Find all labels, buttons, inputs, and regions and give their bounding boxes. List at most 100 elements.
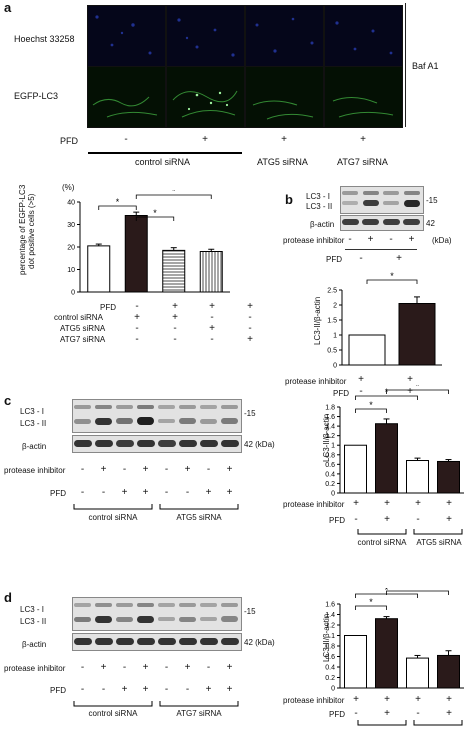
c-actin-band: [115, 439, 134, 447]
d-pi-sign-2: +: [100, 662, 107, 673]
d-lc3-1-band: [179, 603, 196, 607]
c-chart-pi-sign-1: +: [353, 498, 359, 509]
b-bracket: [345, 249, 417, 250]
c-ytick-label: 0.2: [325, 481, 335, 488]
b-ytick-label: 1.5: [327, 318, 337, 325]
c-lc3-2-band: [74, 418, 91, 424]
c-group-atg5: ATG5 siRNA: [176, 513, 222, 522]
d-sig-star-3: *: [416, 588, 420, 592]
c-actin-band: [157, 439, 176, 447]
b-pfd-label: PFD: [326, 255, 342, 264]
d-lc3-1-band: [74, 603, 91, 607]
c-pi-label: protease inhibitor: [4, 466, 66, 475]
a-sig-bracket-1: [98, 205, 137, 210]
d-sig-star-1: *: [369, 597, 373, 607]
d-actin-band: [199, 637, 218, 645]
b-pfd-sign-2: +: [396, 253, 402, 264]
baf-bracket: [405, 3, 406, 127]
micrograph-hoechst-1: [87, 5, 166, 67]
c-actin-band: [178, 439, 197, 447]
micrograph-egfp-2: [166, 66, 245, 128]
a-bar-1: [87, 245, 111, 293]
c-bar-3: [406, 460, 429, 494]
d-bar-3: [406, 657, 429, 689]
d-pfd-label: PFD: [50, 686, 66, 695]
c-group-brackets: [73, 504, 239, 510]
a-pfd-sign-2: +: [202, 134, 208, 145]
d-bar-2: [375, 618, 398, 689]
c-ytick-label: 0.8: [325, 452, 335, 459]
c-lc3-1-band: [158, 405, 175, 409]
a-row-label-atg5: ATG5 siRNA: [60, 324, 106, 333]
c-actin-band: [136, 439, 155, 447]
d-ytick-label: 1.4: [325, 612, 335, 619]
d-ytick-label: 1.6: [325, 602, 335, 609]
c-pfd-sign-7: +: [205, 487, 212, 498]
c-lc3-2-band: [95, 417, 112, 425]
d-pi-sign-6: +: [184, 662, 191, 673]
d-lc3-1-band: [137, 603, 154, 607]
d-lc3-1-label: LC3 - I: [20, 605, 45, 614]
c-lc3-2-band: [137, 417, 154, 425]
a-table-sign: +: [172, 301, 178, 312]
d-pfd-sign-1: -: [80, 684, 85, 695]
d-chart-pfd-label: PFD: [329, 710, 345, 719]
control-sirna-bar: [88, 152, 242, 154]
d-lc3-2-band: [74, 616, 91, 622]
d-lc3-1-band: [221, 603, 238, 607]
b-pi-sign-2: +: [367, 234, 374, 245]
c-actin-band: [199, 439, 218, 447]
c-actin-band: [220, 439, 239, 447]
c-sig-star-1: *: [369, 400, 373, 410]
b-lc3-2-band: [342, 201, 359, 205]
d-chart-pi-sign-2: +: [384, 694, 390, 705]
micrograph-hoechst-2: [166, 5, 245, 67]
d-bar-1: [344, 635, 367, 689]
a-group-atg7: ATG7 siRNA: [337, 157, 388, 167]
b-bar-2: [398, 303, 436, 366]
a-ytick-label: 10: [67, 267, 75, 274]
chart-d: 00.20.40.60.811.21.41.6***: [325, 588, 464, 692]
c-actin-band: [73, 439, 92, 447]
c-chart-pi-sign-3: +: [415, 498, 421, 509]
d-blot-lc3: [72, 597, 242, 631]
chart-b: 0 0.5 1 1.5 2 2.5 *: [327, 272, 442, 370]
b-pi-label: protease inhibitor: [283, 236, 345, 245]
c-group-control: control siRNA: [88, 513, 138, 522]
d-pi-sign-7: -: [206, 662, 211, 673]
c-lc3-2-band: [158, 419, 175, 423]
d-lc3-2-band: [137, 615, 154, 623]
a-sig-star-3: *: [172, 190, 176, 196]
b-ytick-label: 2: [333, 303, 337, 310]
d-group-control: control siRNA: [88, 709, 138, 718]
d-group-brackets: [73, 701, 239, 707]
b-chart-pi-label: protease inhibitor: [285, 377, 347, 386]
c-bar-1: [344, 444, 367, 494]
b-lc3-1-band: [362, 191, 379, 195]
c-pi-sign-3: -: [122, 464, 127, 475]
b-pfd-sign-1: -: [359, 253, 363, 264]
d-actin-band: [136, 637, 155, 645]
b-lc3-1-band: [383, 191, 400, 195]
c-lc3-1-band: [200, 405, 217, 409]
c-ytick-label: 0.6: [325, 462, 335, 469]
d-sig-bracket-3: [386, 590, 449, 595]
c-actin-band: [94, 439, 113, 447]
b-chart-pfd-sign-2: +: [407, 386, 413, 397]
c-ytick-label: 1.4: [325, 424, 335, 431]
c-chart-pfd-sign-3: -: [416, 514, 420, 525]
a-row-label-control: control siRNA: [54, 313, 103, 322]
d-lc3-2-band: [95, 615, 112, 623]
micrograph-egfp-1: [87, 66, 166, 128]
a-bar-4: [199, 251, 223, 293]
d-pfd-sign-7: +: [205, 684, 212, 695]
c-blot-lc3: [72, 399, 242, 433]
d-lc3-1-band: [116, 603, 133, 607]
a-bar-3: [162, 249, 186, 293]
c-chart-pi-label: protease inhibitor: [283, 500, 345, 509]
c-lc3-1-label: LC3 - I: [20, 407, 45, 416]
a-table-sign: +: [134, 312, 140, 323]
d-chart-pi-sign-1: +: [353, 694, 359, 705]
micrograph-texture: [92, 15, 394, 120]
b-pi-sign-3: -: [389, 234, 393, 245]
